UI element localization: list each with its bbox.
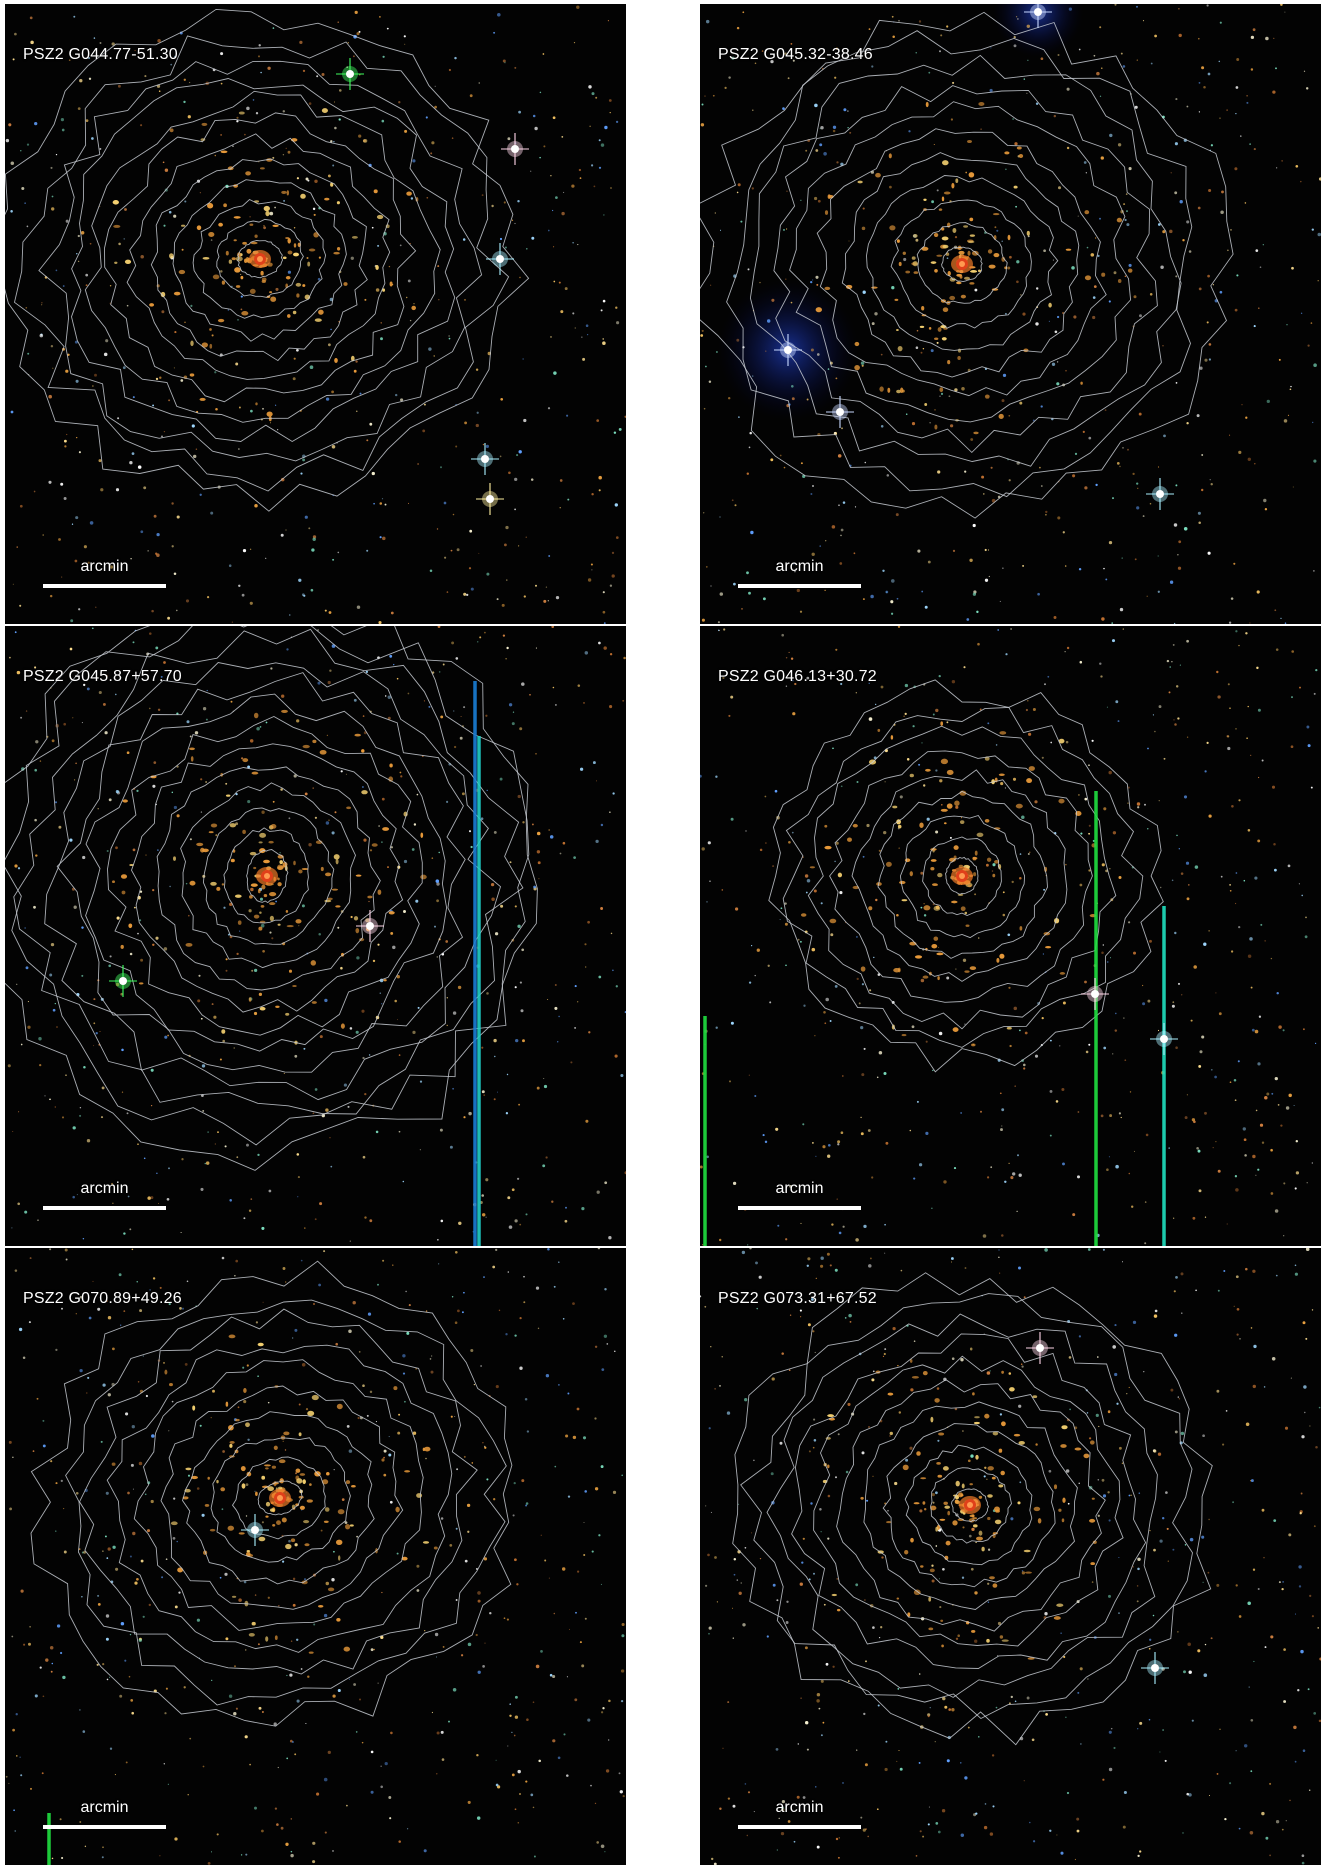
cluster-panel-3: PSZ2 G045.87+57.70 arcmin [5, 626, 626, 1246]
scale-bar-line [738, 584, 861, 588]
cluster-panel-4: PSZ2 G046.13+30.72 arcmin [700, 626, 1321, 1246]
cluster-panel-6: PSZ2 G073.31+67.52 arcmin [700, 1248, 1321, 1865]
sky-image [5, 626, 626, 1246]
sky-image [5, 1248, 625, 1865]
scale-bar-line [43, 1825, 166, 1829]
scale-bar-label: arcmin [80, 558, 129, 575]
cluster-panel-2: PSZ2 G045.32-38.46 arcmin [700, 4, 1321, 624]
cluster-name: PSZ2 G045.32-38.46 [718, 46, 873, 63]
scale-bar-label: arcmin [775, 558, 824, 575]
scale-bar-label: arcmin [80, 1799, 129, 1816]
cluster-panel-1: PSZ2 G044.77-51.30 arcmin [5, 4, 626, 624]
scale-bar-line [43, 1206, 166, 1210]
scale-bar: arcmin [43, 1799, 166, 1829]
scale-bar-line [43, 584, 166, 588]
scale-bar-line [738, 1206, 861, 1210]
scale-bar-line [738, 1825, 861, 1829]
sky-image [700, 626, 1318, 1246]
scale-bar: arcmin [738, 558, 861, 588]
cluster-name: PSZ2 G045.87+57.70 [23, 668, 182, 685]
sky-image [700, 1248, 1321, 1865]
cluster-name: PSZ2 G070.89+49.26 [23, 1290, 182, 1307]
sky-image [5, 5, 626, 624]
cluster-name: PSZ2 G046.13+30.72 [718, 668, 877, 685]
scale-bar: arcmin [738, 1180, 861, 1210]
sky-image [700, 4, 1321, 624]
scale-bar-label: arcmin [775, 1180, 824, 1197]
scale-bar: arcmin [43, 1180, 166, 1210]
scale-bar-label: arcmin [80, 1180, 129, 1197]
cluster-panel-5: PSZ2 G070.89+49.26 arcmin [5, 1248, 626, 1865]
scale-bar: arcmin [43, 558, 166, 588]
cluster-name: PSZ2 G044.77-51.30 [23, 46, 178, 63]
scale-bar: arcmin [738, 1799, 861, 1829]
cluster-name: PSZ2 G073.31+67.52 [718, 1290, 877, 1307]
scale-bar-label: arcmin [775, 1799, 824, 1816]
